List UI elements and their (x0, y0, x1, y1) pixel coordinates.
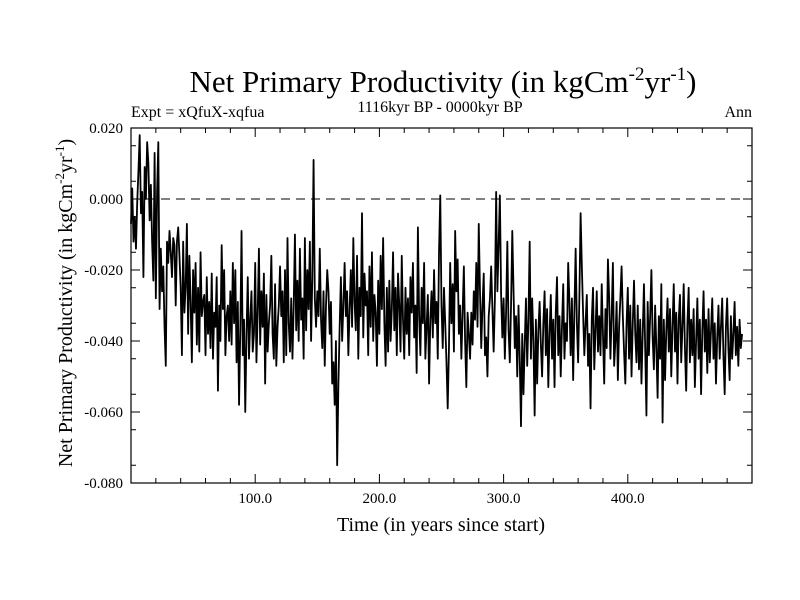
y-tick-label: 0.020 (89, 121, 123, 137)
axis-ticks (131, 127, 752, 484)
chart-title: Net Primary Productivity (in kgCm-2yr-1) (190, 64, 697, 99)
x-tick-label: 200.0 (363, 491, 397, 507)
x-tick-label: 400.0 (611, 491, 645, 507)
y-tick-label: -0.080 (84, 476, 123, 492)
experiment-label: Expt = xQfuX-xqfua (131, 104, 264, 121)
plot-frame (130, 127, 753, 484)
npp-series-line (130, 134, 743, 467)
x-tick-label: 100.0 (238, 491, 272, 507)
x-tick-label: 300.0 (487, 491, 521, 507)
y-axis-label: Net Primary Productivity (in kgCm-2yr-1) (52, 139, 77, 467)
season-label: Ann (724, 104, 752, 121)
time-range-label: 1116kyr BP - 0000kyr BP (357, 99, 522, 116)
axis-tick-labels: 100.0 200.0 300.0 400.0 0.020 0.000 -0.020 -0.0… (84, 121, 644, 507)
y-tick-label: -0.060 (84, 405, 123, 421)
y-tick-label: 0.000 (89, 192, 123, 208)
y-tick-label: -0.040 (84, 334, 123, 350)
y-tick-label: -0.020 (84, 263, 123, 279)
x-axis-label: Time (in years since start) (337, 514, 545, 536)
